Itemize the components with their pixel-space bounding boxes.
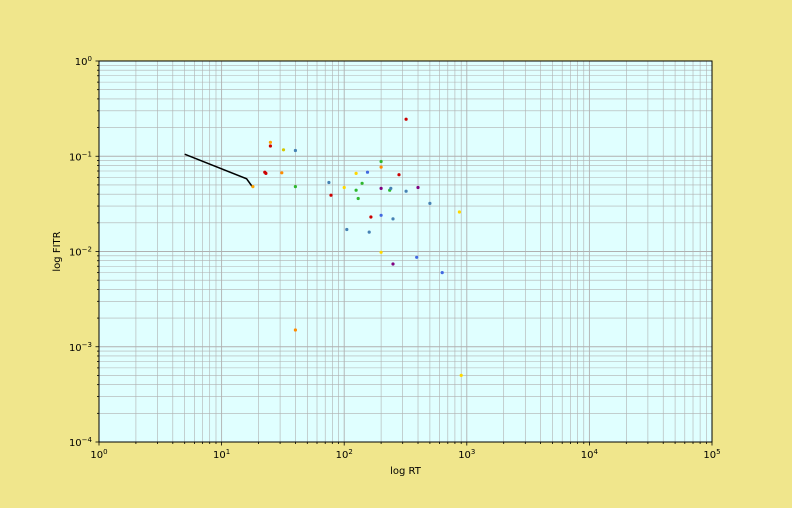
data-point bbox=[342, 185, 346, 190]
data-point bbox=[345, 227, 349, 232]
data-point bbox=[264, 171, 268, 175]
data-point bbox=[365, 170, 370, 174]
data-point bbox=[459, 373, 463, 377]
data-point bbox=[329, 193, 333, 197]
data-point bbox=[268, 144, 272, 148]
data-point bbox=[457, 210, 461, 214]
data-point bbox=[415, 255, 419, 259]
y-tick-label: 10−3 bbox=[69, 341, 92, 354]
data-marks bbox=[184, 117, 463, 377]
y-tick-label: 10−1 bbox=[69, 150, 92, 163]
data-point bbox=[379, 213, 383, 217]
data-point bbox=[251, 185, 255, 189]
y-axis-label: log FITR bbox=[52, 231, 63, 271]
data-point bbox=[440, 271, 444, 275]
data-point bbox=[280, 171, 284, 175]
data-point bbox=[293, 185, 297, 189]
data-point bbox=[389, 186, 393, 190]
data-point bbox=[367, 230, 371, 234]
y-tick-label: 10−4 bbox=[69, 436, 93, 449]
x-axis-label: log RT bbox=[390, 466, 422, 477]
x-tick-label: 102 bbox=[336, 448, 353, 461]
data-point bbox=[391, 262, 395, 266]
grid-lines bbox=[98, 61, 712, 443]
y-tick-label: 100 bbox=[75, 55, 92, 68]
data-point bbox=[379, 159, 383, 164]
data-point bbox=[327, 180, 331, 185]
data-point bbox=[293, 148, 297, 153]
data-point bbox=[416, 185, 420, 190]
data-point bbox=[397, 173, 401, 177]
data-point bbox=[356, 196, 360, 201]
data-point bbox=[428, 201, 432, 205]
x-tick-label: 105 bbox=[703, 448, 720, 461]
data-point bbox=[354, 188, 358, 192]
data-point bbox=[360, 181, 364, 185]
data-point bbox=[354, 171, 358, 175]
data-point bbox=[404, 189, 408, 193]
trend-line bbox=[184, 153, 254, 188]
x-tick-label: 101 bbox=[213, 448, 230, 461]
data-point bbox=[379, 165, 383, 169]
data-point bbox=[369, 215, 373, 219]
plot-frame bbox=[98, 60, 713, 443]
data-point bbox=[404, 117, 408, 121]
data-point bbox=[293, 328, 297, 332]
data-point bbox=[379, 186, 383, 190]
x-tick-label: 104 bbox=[581, 448, 599, 461]
data-point bbox=[391, 217, 395, 221]
data-point bbox=[281, 148, 286, 152]
x-tick-label: 100 bbox=[90, 448, 107, 461]
x-tick-label: 103 bbox=[458, 448, 475, 461]
data-point bbox=[379, 250, 383, 254]
y-tick-label: 10−2 bbox=[69, 246, 92, 259]
axis-ticks: 100 101 102 103 104 105 10−4 10−3 10−2 10−1 100 bbox=[69, 55, 721, 461]
data-point bbox=[268, 140, 272, 144]
